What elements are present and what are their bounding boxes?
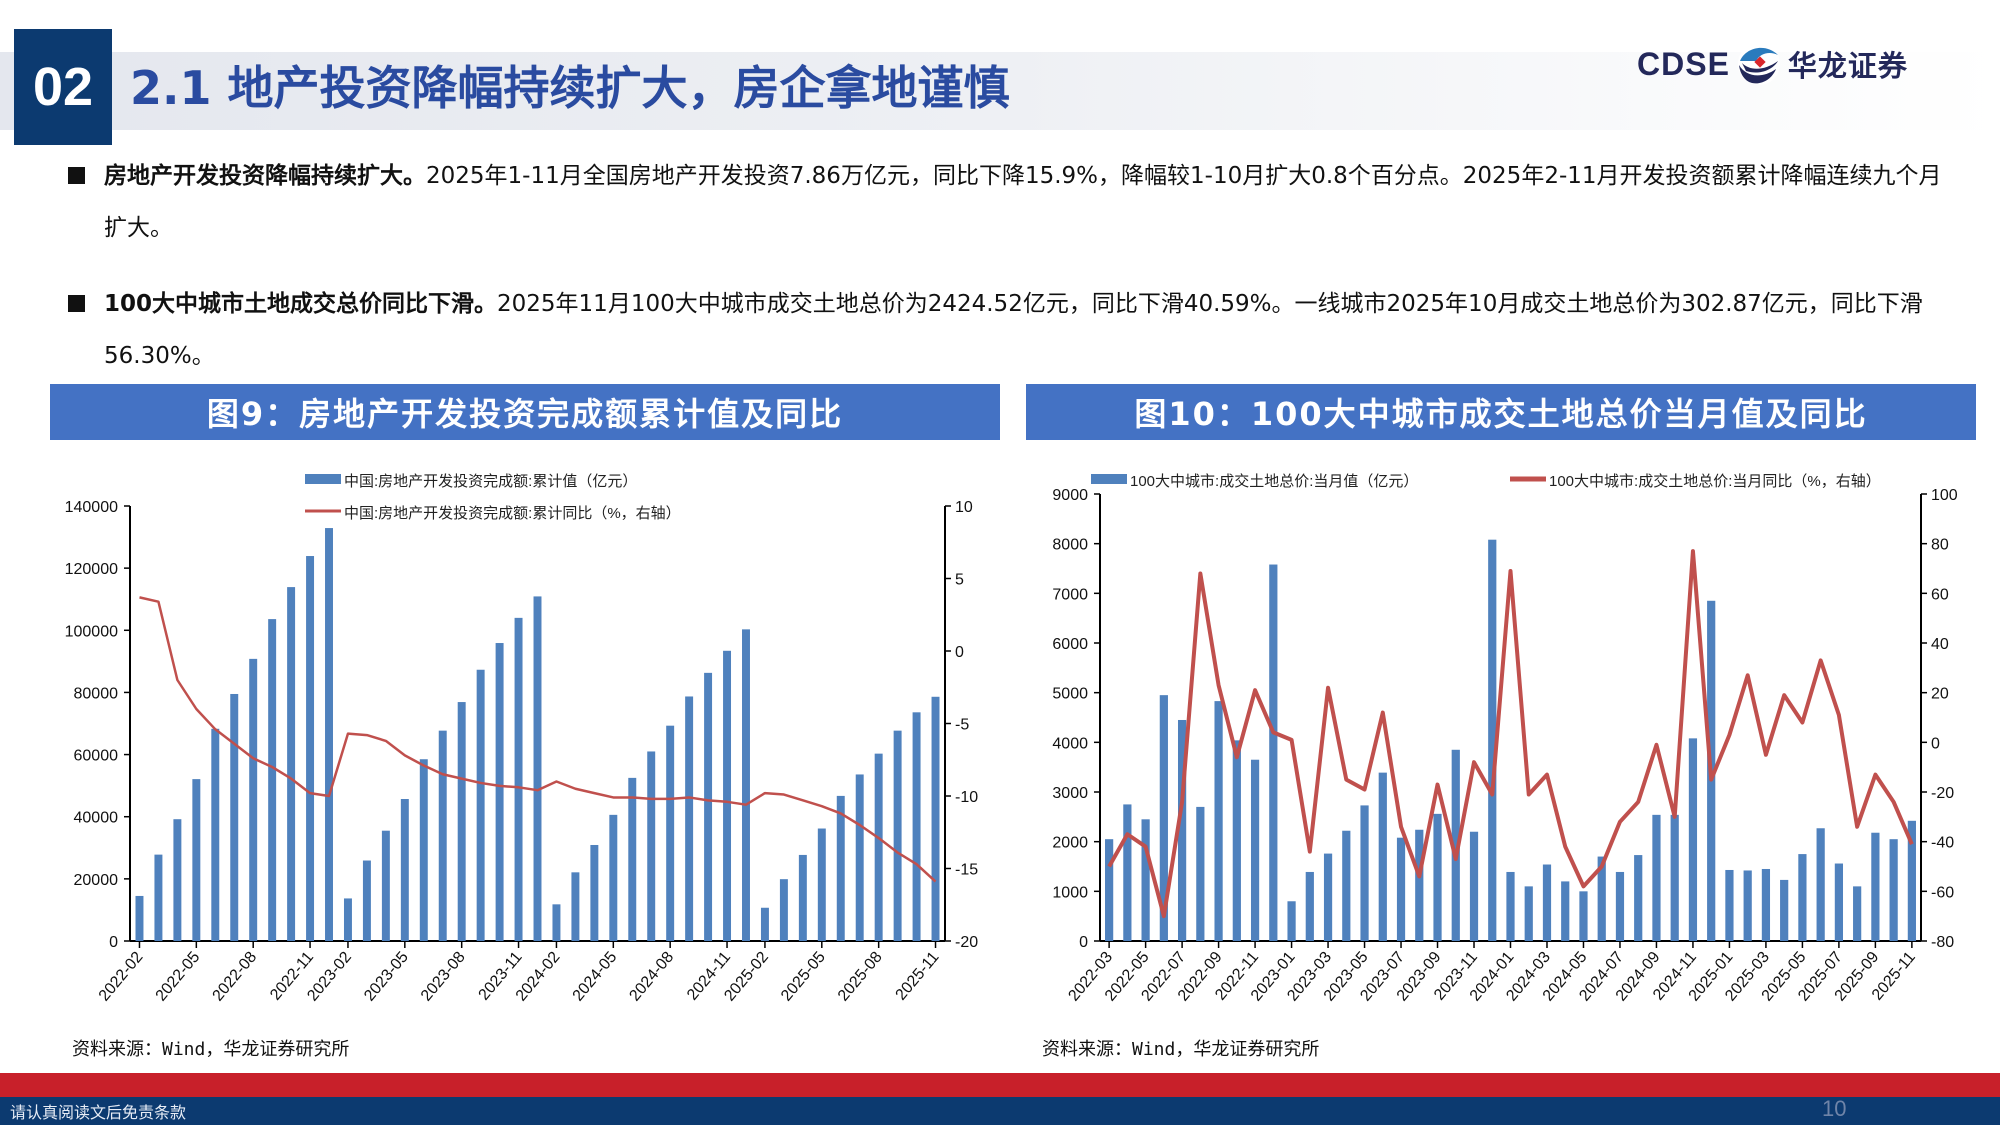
investment-chart: 0 20000 40000 60000 80000 100000 120000 140000 -…: [65, 473, 979, 1005]
bullet-text: 2025年1-11月全国房地产开发投资7.86万亿元，同比下降15.9%，降幅较…: [104, 163, 1942, 241]
svg-text:-10: -10: [955, 789, 978, 806]
footer-blue-band: [0, 1097, 2000, 1125]
svg-text:中国:房地产开发投资完成额:累计值（亿元）: 中国:房地产开发投资完成额:累计值（亿元）: [344, 473, 637, 490]
svg-text:2022-02: 2022-02: [96, 949, 147, 1005]
bullet-item: 房地产开发投资降幅持续扩大。2025年1-11月全国房地产开发投资7.86万亿元…: [64, 150, 1944, 254]
figure-10-chart: 0 1000 2000 3000 4000 5000 6000 7000 8000 9000 -80…: [1026, 440, 1976, 1030]
svg-text:40000: 40000: [74, 810, 119, 827]
svg-text:20: 20: [1931, 686, 1949, 703]
bullet-list: 房地产开发投资降幅持续扩大。2025年1-11月全国房地产开发投资7.86万亿元…: [64, 150, 1944, 382]
svg-text:4000: 4000: [1052, 735, 1088, 752]
svg-text:5: 5: [955, 572, 964, 589]
svg-text:-5: -5: [955, 717, 969, 734]
svg-text:60000: 60000: [74, 748, 119, 765]
svg-text:-15: -15: [955, 862, 978, 879]
svg-text:100大中城市:成交土地总价:当月值（亿元）: 100大中城市:成交土地总价:当月值（亿元）: [1130, 472, 1418, 490]
svg-text:6000: 6000: [1052, 636, 1088, 653]
section-number-badge: 02: [14, 29, 112, 145]
svg-text:2000: 2000: [1052, 835, 1088, 852]
svg-text:40: 40: [1931, 636, 1949, 653]
svg-text:80000: 80000: [74, 685, 119, 702]
svg-text:-60: -60: [1931, 884, 1954, 901]
svg-text:2022-08: 2022-08: [209, 949, 260, 1005]
svg-text:中国:房地产开发投资完成额:累计同比（%，右轴）: 中国:房地产开发投资完成额:累计同比（%，右轴）: [344, 505, 681, 522]
svg-text:100000: 100000: [65, 623, 118, 640]
svg-text:2024-08: 2024-08: [626, 949, 677, 1005]
figure-9-title: 图9：房地产开发投资完成额累计值及同比: [50, 384, 1000, 440]
header-band: [0, 52, 2000, 130]
wave-logo-icon: [1737, 43, 1780, 85]
svg-text:0: 0: [1931, 735, 1940, 752]
svg-text:80: 80: [1931, 537, 1949, 554]
disclaimer-note: 请认真阅读文后免责条款: [10, 1103, 187, 1122]
svg-text:0: 0: [1079, 934, 1088, 951]
svg-text:0: 0: [109, 934, 118, 951]
page-title: 2.1 地产投资降幅持续扩大，房企拿地谨慎: [130, 61, 1010, 115]
svg-text:20000: 20000: [74, 872, 119, 889]
svg-text:5000: 5000: [1052, 686, 1088, 703]
svg-text:-20: -20: [1931, 785, 1954, 802]
bullet-text: 2025年11月100大中城市成交土地总价为2424.52亿元，同比下滑40.5…: [104, 291, 1923, 369]
svg-text:60: 60: [1931, 586, 1949, 603]
bullet-heading: 房地产开发投资降幅持续扩大。: [104, 163, 426, 189]
svg-text:1000: 1000: [1052, 884, 1088, 901]
svg-text:2023-08: 2023-08: [418, 949, 469, 1005]
figure-9-source: 资料来源：Wind，华龙证券研究所: [72, 1039, 350, 1060]
svg-text:0: 0: [955, 644, 964, 661]
footer-red-band: [0, 1073, 2000, 1097]
svg-text:120000: 120000: [65, 561, 118, 578]
svg-text:2024-05: 2024-05: [570, 949, 621, 1005]
svg-text:2025-08: 2025-08: [835, 949, 886, 1005]
svg-text:2022-05: 2022-05: [153, 949, 204, 1005]
svg-text:7000: 7000: [1052, 586, 1088, 603]
svg-text:3000: 3000: [1052, 785, 1088, 802]
svg-text:-20: -20: [955, 934, 978, 951]
svg-text:-40: -40: [1931, 835, 1954, 852]
svg-text:10: 10: [955, 499, 973, 516]
svg-text:-80: -80: [1931, 934, 1954, 951]
logo-text-en: CDSE: [1637, 45, 1730, 82]
bullet-heading: 100大中城市土地成交总价同比下滑。: [104, 291, 498, 317]
figure-9-chart: 0 20000 40000 60000 80000 100000 120000 140000 -…: [50, 440, 1000, 1030]
svg-text:2023-05: 2023-05: [361, 949, 412, 1005]
bullet-item: 100大中城市土地成交总价同比下滑。2025年11月100大中城市成交土地总价为…: [64, 278, 1944, 382]
svg-text:9000: 9000: [1052, 487, 1088, 504]
figure-10-title: 图10：100大中城市成交土地总价当月值及同比: [1026, 384, 1976, 440]
company-logo: CDSE 华龙证券: [1637, 36, 1908, 92]
svg-text:2025-11: 2025-11: [893, 949, 943, 1004]
svg-text:100: 100: [1931, 487, 1958, 504]
square-bullet-icon: [68, 167, 85, 184]
logo-text-cn: 华龙证券: [1787, 49, 1908, 83]
svg-text:100大中城市:成交土地总价:当月同比（%，右轴）: 100大中城市:成交土地总价:当月同比（%，右轴）: [1549, 472, 1881, 490]
square-bullet-icon: [68, 295, 85, 312]
figure-10-source: 资料来源：Wind，华龙证券研究所: [1042, 1039, 1320, 1060]
land-price-chart: 0100020003000400050006000700080009000-80…: [1052, 472, 1958, 1005]
svg-text:140000: 140000: [65, 499, 118, 516]
svg-text:8000: 8000: [1052, 537, 1088, 554]
svg-text:2025-05: 2025-05: [778, 949, 829, 1005]
page-number: 10: [1822, 1096, 1847, 1121]
